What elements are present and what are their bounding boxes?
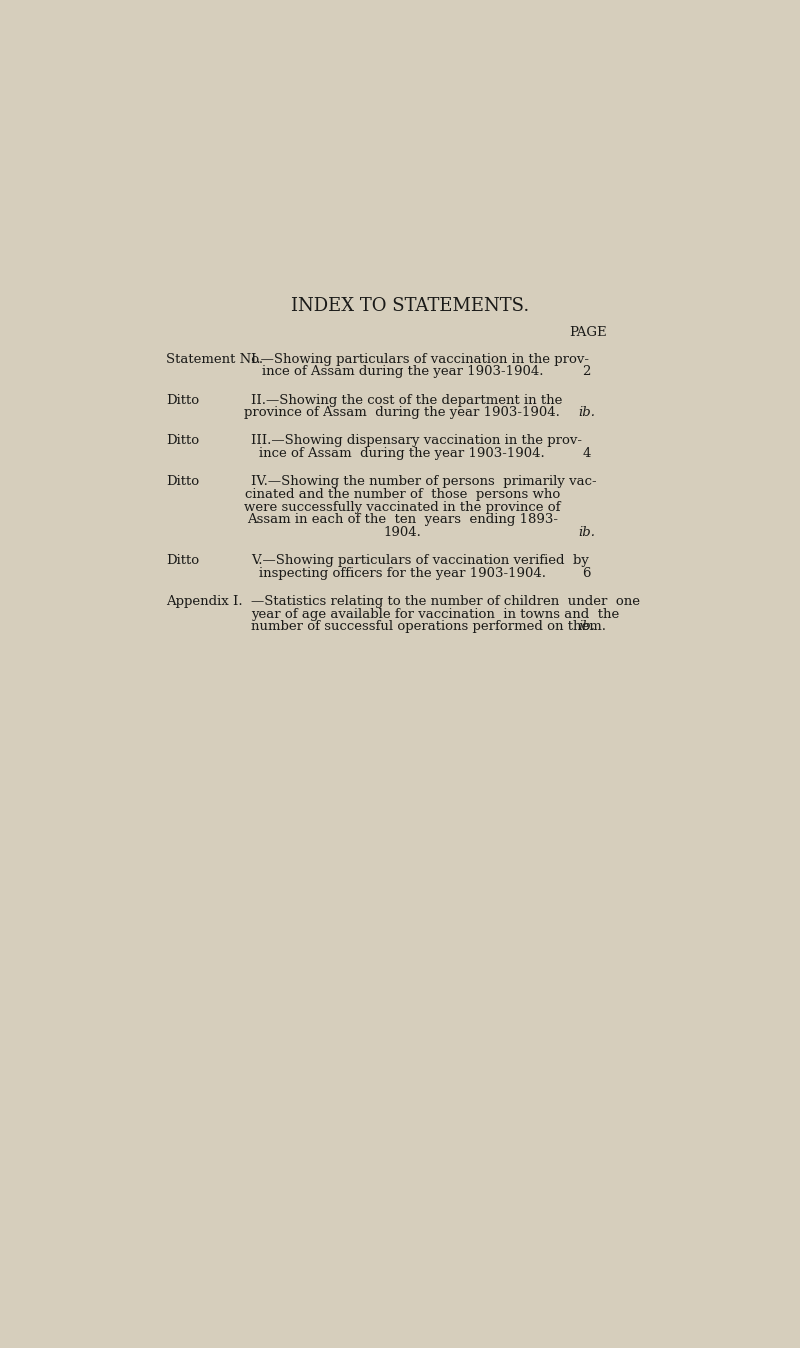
Text: ib.: ib. [578, 526, 595, 539]
Text: were successfully vaccinated in the province of: were successfully vaccinated in the prov… [244, 500, 561, 514]
Text: Assam in each of the  ten  years  ending 1893-: Assam in each of the ten years ending 18… [246, 514, 558, 526]
Text: II.—Showing the cost of the department in the: II.—Showing the cost of the department i… [251, 394, 562, 407]
Text: Ditto: Ditto [166, 474, 199, 488]
Text: 6: 6 [582, 566, 591, 580]
Text: Appendix I.: Appendix I. [166, 594, 242, 608]
Text: ib.: ib. [578, 620, 595, 634]
Text: —Statistics relating to the number of children  under  one: —Statistics relating to the number of ch… [251, 594, 640, 608]
Text: INDEX TO STATEMENTS.: INDEX TO STATEMENTS. [291, 297, 529, 314]
Text: cinated and the number of  those  persons who: cinated and the number of those persons … [245, 488, 560, 501]
Text: Statement No.: Statement No. [166, 353, 263, 365]
Text: III.—Showing dispensary vaccination in the prov-: III.—Showing dispensary vaccination in t… [251, 434, 582, 448]
Text: IV.—Showing the number of persons  primarily vac-: IV.—Showing the number of persons primar… [251, 474, 597, 488]
Text: year of age available for vaccination  in towns and  the: year of age available for vaccination in… [251, 608, 619, 620]
Text: 4: 4 [582, 448, 591, 460]
Text: PAGE: PAGE [570, 326, 607, 338]
Text: Ditto: Ditto [166, 434, 199, 448]
Text: V.—Showing particulars of vaccination verified  by: V.—Showing particulars of vaccination ve… [251, 554, 589, 568]
Text: province of Assam  during the year 1903-1904.: province of Assam during the year 1903-1… [244, 406, 560, 419]
Text: Ditto: Ditto [166, 394, 199, 407]
Text: ib.: ib. [578, 406, 595, 419]
Text: ince of Assam during the year 1903-1904.: ince of Assam during the year 1903-1904. [262, 365, 543, 379]
Text: 1904.: 1904. [383, 526, 421, 539]
Text: I.—Showing particulars of vaccination in the prov-: I.—Showing particulars of vaccination in… [251, 353, 589, 365]
Text: number of successful operations performed on them.: number of successful operations performe… [251, 620, 606, 634]
Text: ince of Assam  during the year 1903-1904.: ince of Assam during the year 1903-1904. [259, 448, 545, 460]
Text: Ditto: Ditto [166, 554, 199, 568]
Text: inspecting officers for the year 1903-1904.: inspecting officers for the year 1903-19… [258, 566, 546, 580]
Text: 2: 2 [582, 365, 591, 379]
